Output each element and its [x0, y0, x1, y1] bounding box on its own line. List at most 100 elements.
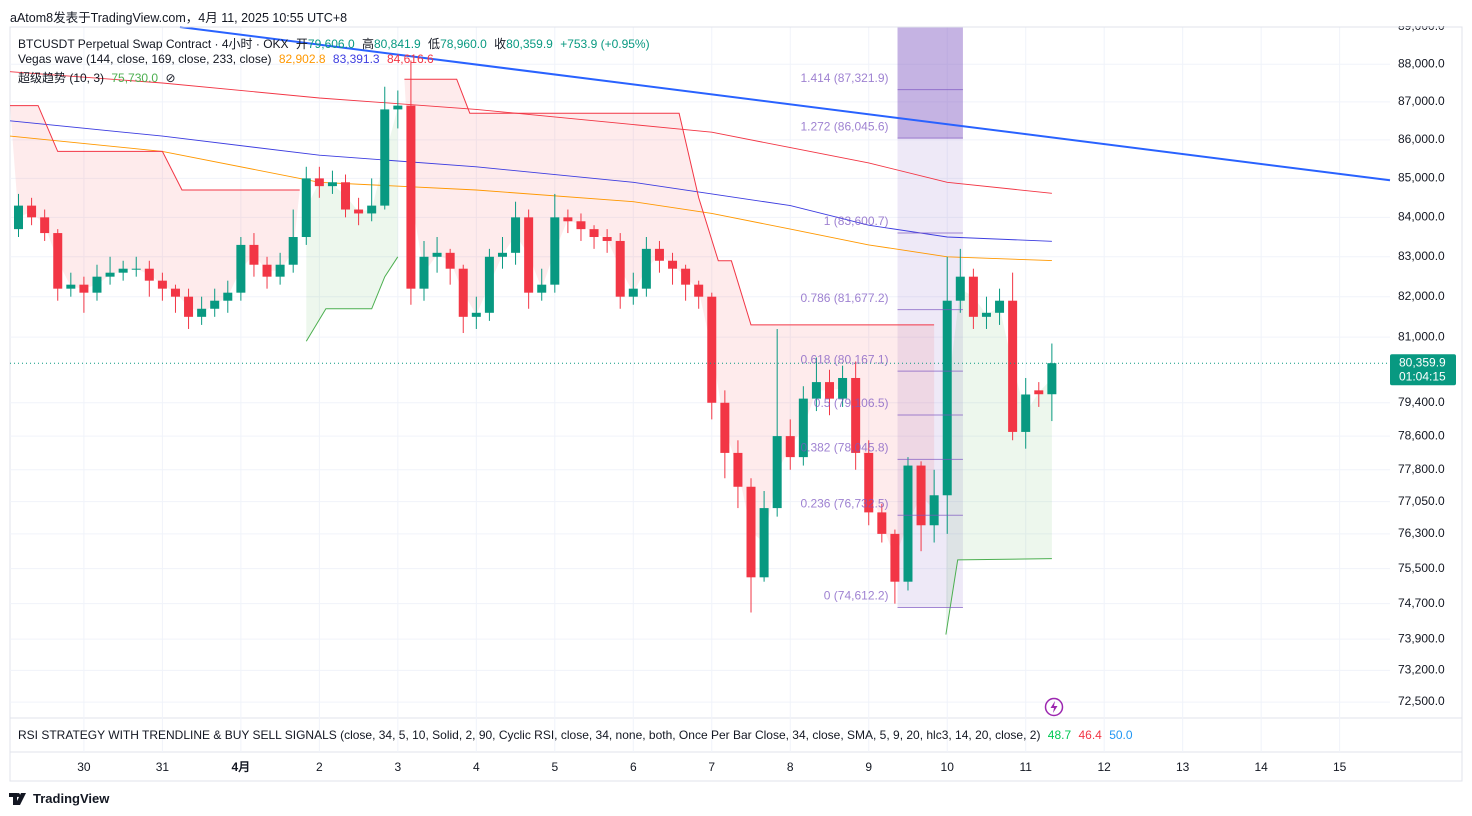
candle-body [877, 512, 887, 534]
candle-body [511, 217, 521, 253]
x-tick-label: 10 [941, 760, 955, 774]
candle-body [929, 495, 939, 526]
candle-body [301, 178, 311, 238]
x-tick-label: 6 [630, 760, 637, 774]
candle-body [484, 256, 494, 313]
indicator-icon[interactable]: ⊘ [165, 71, 176, 85]
candle-body [197, 308, 207, 317]
candle-body [968, 276, 978, 317]
candle-body [1021, 394, 1031, 432]
candle-body [210, 300, 220, 309]
fib-label: 0.786 (81,677.2) [800, 291, 888, 305]
indicator-name: Vegas wave (144, close, 169, close, 233,… [18, 52, 272, 66]
candle-body [694, 284, 704, 297]
footer-brand: TradingView [33, 791, 110, 806]
x-tick-label: 15 [1333, 760, 1347, 774]
candle-body [824, 382, 834, 399]
candle-body [223, 292, 233, 301]
indicator-value: 48.7 [1047, 728, 1072, 742]
x-tick-label: 9 [865, 760, 872, 774]
candle-body [981, 312, 991, 317]
candle-body [589, 229, 599, 238]
y-tick-label: 88,000.0 [1398, 56, 1445, 70]
candle-body [432, 252, 442, 257]
candle-body [170, 288, 180, 297]
y-tick-label: 87,000.0 [1398, 94, 1445, 108]
candle-body [995, 300, 1005, 313]
candle-body [668, 260, 678, 269]
countdown-label: 01:04:15 [1399, 369, 1446, 383]
indicator-value: 83,391.3 [332, 52, 380, 66]
candle-body [393, 105, 403, 110]
candle-body [445, 252, 455, 269]
supertrend-fill [404, 79, 935, 558]
candle-body [615, 240, 625, 297]
candle-body [275, 264, 285, 277]
candle-body [458, 268, 468, 317]
header-mask [0, 0, 1472, 26]
change: +753.9 (+0.95%) [560, 37, 650, 51]
y-tick-label: 86,000.0 [1398, 132, 1445, 146]
candle-body [367, 205, 377, 214]
x-tick-label: 31 [156, 760, 170, 774]
candle-body [53, 233, 63, 289]
candle-body [354, 209, 364, 214]
fib-label: 0.236 (76,732.5) [800, 496, 888, 510]
ema-line [9, 135, 1052, 262]
candle-body [890, 533, 900, 582]
supertrend-line [305, 256, 1052, 635]
ohlc-label: 高 [361, 37, 374, 51]
ohlc-label: 收 [494, 37, 507, 51]
candle-body [1008, 300, 1018, 432]
candle-body [262, 264, 272, 277]
x-tick-label: 30 [77, 760, 91, 774]
indicator-value: 84,616.6 [386, 52, 434, 66]
y-tick-label: 82,000.0 [1398, 289, 1445, 303]
y-tick-label: 76,300.0 [1398, 526, 1445, 540]
last-price-label: 80,359.9 [1399, 355, 1446, 369]
y-tick-label: 79,400.0 [1398, 395, 1445, 409]
fib-label: 1.272 (86,045.6) [800, 119, 888, 133]
candle-body [79, 284, 89, 293]
lightning-icon[interactable] [1044, 697, 1064, 717]
candle-body [288, 237, 298, 265]
candle-body [537, 284, 547, 293]
ema-line [9, 71, 1052, 194]
candle-body [157, 280, 167, 289]
ohlc-label: 开 [295, 37, 308, 51]
candle-body [563, 217, 573, 222]
candle-body [236, 244, 246, 293]
y-tick-label: 85,000.0 [1398, 171, 1445, 185]
candle-body [66, 284, 76, 289]
rsi-legend: RSI STRATEGY WITH TRENDLINE & BUY SELL S… [18, 728, 1137, 742]
x-tick-label: 11 [1019, 760, 1032, 774]
vegas-legend: Vegas wave (144, close, 169, close, 233,… [18, 52, 438, 66]
candle-body [92, 276, 102, 293]
logo-icon [9, 793, 26, 805]
candle-body [720, 402, 730, 453]
attribution: aAtom8发表于TradingView.com，4月 11, 2025 10:… [10, 11, 348, 25]
y-tick-label: 72,500.0 [1398, 694, 1445, 708]
last-price-box [1390, 354, 1456, 386]
x-tick-label: 2 [316, 760, 323, 774]
indicator-value: 46.4 [1078, 728, 1102, 742]
candle-body [955, 276, 965, 301]
y-tick-label: 74,700.0 [1398, 596, 1445, 610]
candle-body [707, 296, 717, 403]
ohlc-value: 79,606.0 [307, 37, 355, 51]
candle-body [497, 252, 507, 257]
candle-body [341, 182, 351, 210]
y-tick-label: 84,000.0 [1398, 210, 1445, 224]
candle-body [785, 436, 795, 458]
x-tick-label: 4 [473, 760, 480, 774]
candle-body [772, 436, 782, 509]
ohlc-value: 78,960.0 [440, 37, 487, 51]
candle-body [131, 268, 141, 270]
y-tick-label: 73,900.0 [1398, 631, 1445, 645]
candle-body [733, 452, 743, 487]
y-tick-label: 73,200.0 [1398, 663, 1445, 677]
trend-line [179, 26, 1391, 182]
ohlc-value: 80,841.9 [373, 37, 421, 51]
candle-body [524, 217, 534, 293]
candle-body [550, 217, 560, 285]
